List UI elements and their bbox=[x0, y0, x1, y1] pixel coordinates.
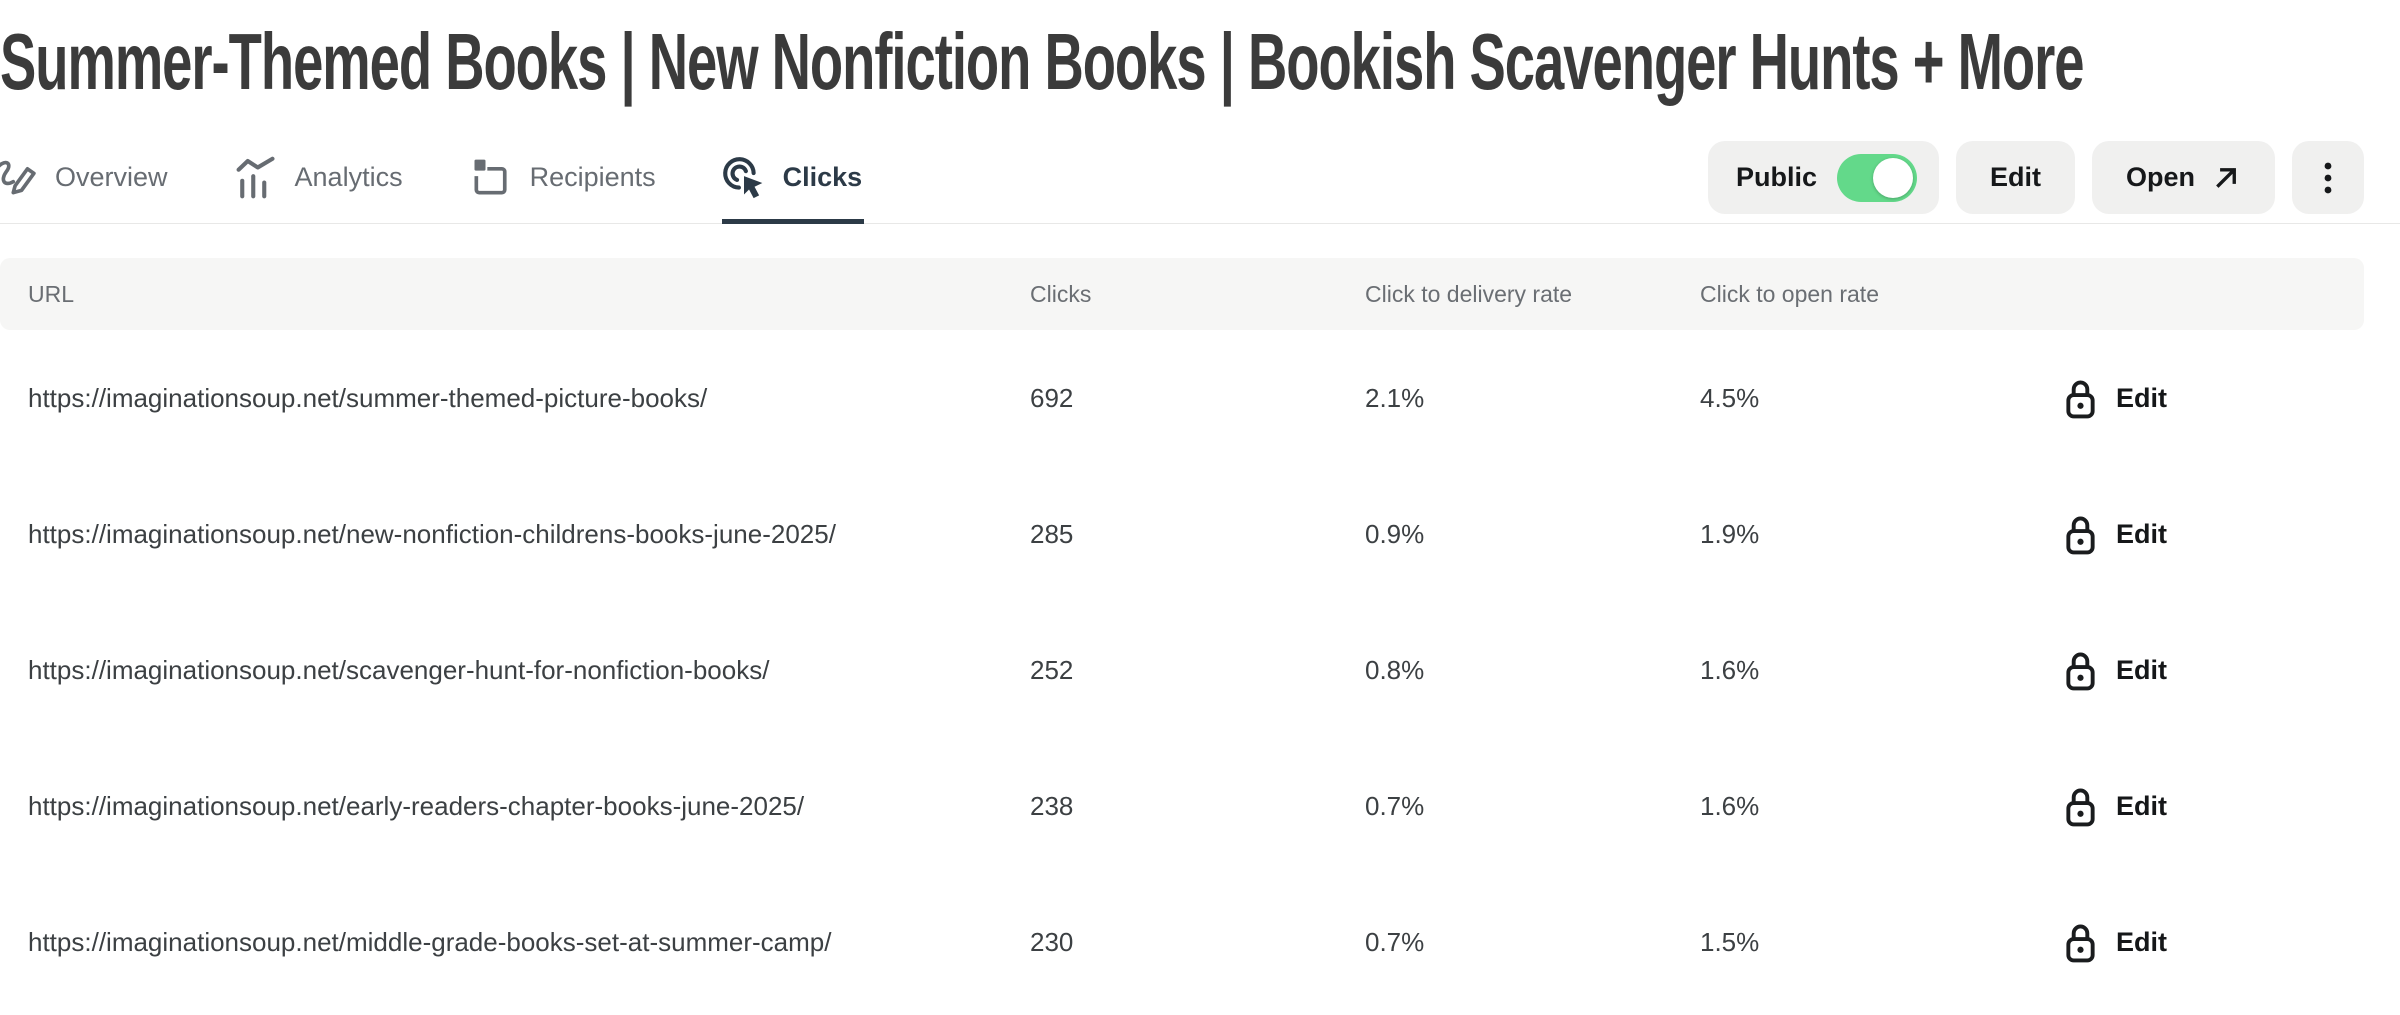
url-cell: https://imaginationsoup.net/summer-theme… bbox=[28, 382, 708, 413]
delivery-rate-cell: 0.8% bbox=[1365, 654, 1425, 685]
tab-clicks-label: Clicks bbox=[782, 162, 863, 192]
page-title-text: Summer-Themed Books | New Nonfiction Boo… bbox=[0, 17, 2085, 106]
lock-icon bbox=[2063, 512, 2098, 557]
row-edit-action[interactable]: Edit bbox=[2063, 648, 2167, 693]
row-edit-label: Edit bbox=[2116, 926, 2167, 957]
public-label: Public bbox=[1735, 162, 1817, 192]
row-edit-action[interactable]: Edit bbox=[2063, 920, 2167, 965]
delivery-rate-cell: 2.1% bbox=[1365, 382, 1425, 413]
pencil-scribble-icon bbox=[0, 156, 38, 200]
column-header-open: Click to open rate bbox=[1700, 280, 1879, 307]
tab-overview[interactable]: Overview bbox=[0, 132, 168, 223]
delivery-rate-cell: 0.7% bbox=[1365, 926, 1425, 957]
public-toggle-button[interactable]: Public bbox=[1707, 141, 1939, 214]
clicks-cell: 285 bbox=[1030, 518, 1074, 549]
tab-analytics[interactable]: Analytics bbox=[234, 132, 403, 223]
tab-recipients[interactable]: Recipients bbox=[469, 132, 656, 223]
tab-analytics-label: Analytics bbox=[294, 162, 403, 192]
open-rate-cell: 1.6% bbox=[1700, 790, 1760, 821]
url-cell: https://imaginationsoup.net/early-reader… bbox=[28, 790, 805, 821]
delivery-rate-cell: 0.9% bbox=[1365, 518, 1425, 549]
table-row: https://imaginationsoup.net/scavenger-hu… bbox=[0, 602, 2400, 738]
edit-button[interactable]: Edit bbox=[1955, 141, 2075, 214]
clicks-cell: 252 bbox=[1030, 654, 1074, 685]
delivery-rate-cell: 0.7% bbox=[1365, 790, 1425, 821]
column-header-clicks: Clicks bbox=[1030, 280, 1092, 307]
table-row: https://imaginationsoup.net/early-reader… bbox=[0, 738, 2400, 874]
tabs: Overview Analytics bbox=[0, 132, 928, 224]
row-edit-label: Edit bbox=[2116, 382, 2167, 413]
clicks-cell: 238 bbox=[1030, 790, 1074, 821]
clicks-table: URL Clicks Click to delivery rate Click … bbox=[0, 258, 2400, 1010]
open-rate-cell: 1.6% bbox=[1700, 654, 1760, 685]
toggle-knob bbox=[1872, 157, 1913, 198]
row-edit-action[interactable]: Edit bbox=[2063, 512, 2167, 557]
tab-recipients-label: Recipients bbox=[529, 162, 656, 192]
lock-icon bbox=[2063, 920, 2098, 965]
column-header-url: URL bbox=[28, 280, 75, 307]
table-row: https://imaginationsoup.net/new-nonficti… bbox=[0, 466, 2400, 602]
open-rate-cell: 4.5% bbox=[1700, 382, 1760, 413]
row-edit-action[interactable]: Edit bbox=[2063, 784, 2167, 829]
tab-overview-label: Overview bbox=[55, 162, 168, 192]
column-header-delivery: Click to delivery rate bbox=[1365, 280, 1573, 307]
row-edit-label: Edit bbox=[2116, 518, 2167, 549]
external-link-arrow-icon bbox=[2211, 163, 2241, 193]
url-cell: https://imaginationsoup.net/scavenger-hu… bbox=[28, 654, 770, 685]
url-cell: https://imaginationsoup.net/middle-grade… bbox=[28, 926, 832, 957]
lock-icon bbox=[2063, 648, 2098, 693]
table-row: https://imaginationsoup.net/middle-grade… bbox=[0, 874, 2400, 1010]
tab-bar: Overview Analytics bbox=[0, 132, 2400, 224]
bar-chart-icon bbox=[234, 156, 278, 200]
toolbar: Public Edit Open bbox=[1707, 141, 2364, 214]
open-button[interactable]: Open bbox=[2091, 141, 2275, 214]
open-button-label: Open bbox=[2125, 162, 2195, 192]
url-cell: https://imaginationsoup.net/new-nonficti… bbox=[28, 518, 836, 549]
public-toggle-switch[interactable] bbox=[1836, 153, 1917, 202]
table-header-row: URL Clicks Click to delivery rate Click … bbox=[0, 258, 2364, 330]
edit-button-label: Edit bbox=[1989, 162, 2041, 192]
click-cursor-icon bbox=[722, 156, 766, 200]
more-options-button[interactable] bbox=[2292, 141, 2364, 214]
page-title: Summer-Themed Books | New Nonfiction Boo… bbox=[0, 0, 2400, 128]
row-edit-label: Edit bbox=[2116, 790, 2167, 821]
table-row: https://imaginationsoup.net/summer-theme… bbox=[0, 330, 2400, 466]
clipboard-flag-icon bbox=[469, 156, 513, 200]
row-edit-label: Edit bbox=[2116, 654, 2167, 685]
clicks-cell: 230 bbox=[1030, 926, 1074, 957]
clicks-cell: 692 bbox=[1030, 382, 1074, 413]
open-rate-cell: 1.9% bbox=[1700, 518, 1760, 549]
row-edit-action[interactable]: Edit bbox=[2063, 376, 2167, 421]
lock-icon bbox=[2063, 376, 2098, 421]
lock-icon bbox=[2063, 784, 2098, 829]
kebab-menu-icon bbox=[2313, 161, 2343, 195]
tab-clicks[interactable]: Clicks bbox=[721, 132, 864, 224]
open-rate-cell: 1.5% bbox=[1700, 926, 1760, 957]
